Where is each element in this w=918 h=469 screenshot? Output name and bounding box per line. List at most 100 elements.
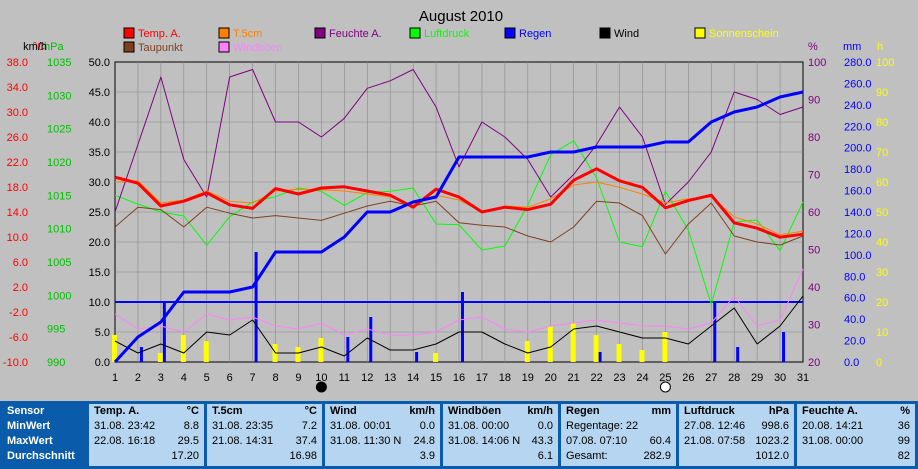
stat-time: 22.08. 16:18 [94,435,156,447]
stat-time: Gesamt: [566,450,608,462]
stat-column-header: Temp. A. °C [89,404,204,419]
stat-column-0: Temp. A. °C 31.08. 23:42 8.8 22.08. 16:18 29.… [89,404,204,466]
line-wind [114,295,804,357]
legend-swatch [694,27,706,39]
axis-tick-temp_c: 34.0 [7,82,28,94]
stat-value: 1012.0 [755,450,789,462]
stat-unit: km/h [409,405,435,417]
axis-tick-sun_h: 100 [876,57,894,69]
axis-tick-pressure_hpa: 1005 [47,257,71,269]
x-tick-label: 18 [499,372,511,384]
axis-tick-sun_h: 60 [876,177,888,189]
axis-tick-pressure_hpa: 1015 [47,190,71,202]
axis-tick-humidity_pct: 90 [808,95,820,107]
stat-value: 43.3 [531,435,553,447]
line-luftdruck [114,140,804,306]
x-tick-label: 30 [774,372,786,384]
axis-tick-wind_kmh: 50.0 [89,57,110,69]
line-taupunkt [114,200,804,255]
legend-label: T.5cm [233,28,262,40]
stat-title: Regen [566,405,600,417]
stat-column-header: Feuchte A.% [797,404,915,419]
axis-tick-temp_c: 22.0 [7,157,28,169]
axis-tick-wind_kmh: 25.0 [89,207,110,219]
stat-row: 31.08. 23:42 8.8 [89,419,204,434]
legend-label: Regen [519,28,551,40]
stat-row: 17.20 [89,449,204,464]
bar-sonnenschein [203,341,209,362]
stat-column-6: Feuchte A.% 20.08. 14:21 36 31.08. 00:00 99 8… [797,404,915,466]
bar-sonnenschein [157,353,163,362]
stat-row: 07.08. 07:10 60.4 [561,434,676,449]
stat-column-header: Regen mm [561,404,676,419]
axis-unit-rain_mm: mm [843,41,861,53]
x-tick-label: 15 [430,372,442,384]
stat-column-1: T.5cm °C 31.08. 23:35 7.2 21.08. 14:31 37.4 16… [207,404,322,466]
line-feuchtea [114,69,804,213]
bar-regentag [736,347,740,362]
legend-swatch [409,27,421,39]
stat-row: 6.1 [443,449,558,464]
x-tick-label: 29 [751,372,763,384]
axis-tick-pressure_hpa: 1035 [47,57,71,69]
stat-time: 27.08. 12:46 [684,420,746,432]
x-tick-label: 1 [112,372,118,384]
statistics-table: Sensor MinWert MaxWert Durchschnitt Temp… [0,401,918,469]
stat-row: 22.08. 16:18 29.5 [89,434,204,449]
chart-axes: 38.034.030.026.022.018.014.010.06.02.0-2… [3,41,894,393]
bar-sonnenschein [662,332,668,362]
bar-regentag [415,352,419,362]
stat-time: 31.08. 00:00 [448,420,510,432]
axis-tick-rain_mm: 100.0 [844,250,872,262]
stat-row: 31.08. 00:00 99 [797,434,915,449]
axis-tick-rain_mm: 160.0 [844,186,872,198]
axis-tick-wind_kmh: 20.0 [89,237,110,249]
stat-value: 37.4 [295,435,317,447]
axis-tick-rain_mm: 120.0 [844,228,872,240]
axis-tick-pressure_hpa: 1000 [47,290,71,302]
axis-tick-rain_mm: 180.0 [844,164,872,176]
x-tick-label: 14 [407,372,419,384]
x-tick-label: 4 [181,372,187,384]
stat-value: 24.8 [413,435,435,447]
x-tick-label: 20 [545,372,557,384]
x-tick-label: 12 [361,372,373,384]
stat-title: Wind [330,405,357,417]
stat-row: 3.9 [325,449,440,464]
x-tick-label: 25 [659,372,671,384]
legend-label: Taupunkt [138,42,183,54]
stat-time: 31.08. 23:42 [94,420,156,432]
stat-time: Regentage: 22 [566,420,639,432]
x-tick-label: 16 [453,372,465,384]
axis-tick-humidity_pct: 40 [808,282,820,294]
x-tick-label: 5 [204,372,210,384]
stat-value: 36 [897,420,910,432]
axis-tick-sun_h: 10 [876,327,888,339]
moon-new-icon [315,381,327,393]
axis-tick-pressure_hpa: 995 [47,324,65,336]
axis-tick-wind_kmh: 5.0 [95,327,110,339]
stat-time: 31.08. 00:01 [330,420,392,432]
axis-tick-temp_c: 26.0 [7,132,28,144]
stat-row: 27.08. 12:46 998.6 [679,419,794,434]
stat-value: 7.2 [301,420,317,432]
axis-tick-temp_c: -10.0 [3,357,28,369]
axis-tick-temp_c: 6.0 [13,257,28,269]
stat-value: 282.9 [643,450,671,462]
row-label-max: MaxWert [7,435,53,447]
stat-time: 07.08. 07:10 [566,435,628,447]
axis-tick-rain_mm: 200.0 [844,143,872,155]
axis-tick-temp_c: 30.0 [7,107,28,119]
axis-tick-temp_c: -6.0 [9,332,28,344]
axis-tick-pressure_hpa: 990 [47,357,65,369]
stat-row: 31.08. 00:00 0.0 [443,419,558,434]
axis-tick-pressure_hpa: 1010 [47,224,71,236]
bar-sonnenschein [570,323,576,362]
axis-tick-humidity_pct: 80 [808,132,820,144]
axis-tick-humidity_pct: 70 [808,170,820,182]
axis-tick-rain_mm: 240.0 [844,100,872,112]
bar-regentag [713,302,717,362]
bar-sonnenschein [547,326,553,362]
stat-time: 31.08. 11:30 N [330,435,402,447]
x-tick-label: 10 [315,372,327,384]
